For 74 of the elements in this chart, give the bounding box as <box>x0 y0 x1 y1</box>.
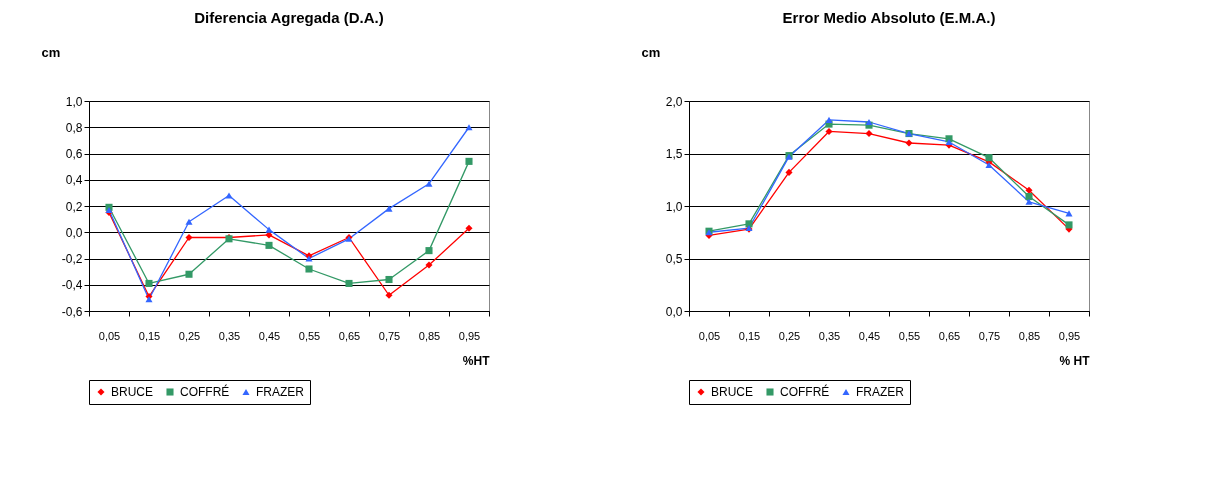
y-tick-label: 0,8 <box>65 120 83 135</box>
point <box>1025 186 1033 194</box>
y-tick-label: 0,5 <box>665 252 683 266</box>
x-tick-label: 0,05 <box>98 329 121 342</box>
x-tick-label: 0,45 <box>258 329 281 342</box>
point <box>1065 221 1073 229</box>
legend-label: FRAZER <box>256 385 305 399</box>
y-axis-title: cm <box>41 44 61 60</box>
point <box>425 180 433 187</box>
point <box>385 291 393 299</box>
x-tick-label: 0,95 <box>458 329 481 342</box>
x-tick-label: 0,65 <box>938 329 961 342</box>
chart-title: Diferencia Agregada (D.A.) <box>194 9 384 26</box>
legend-label: BRUCE <box>711 385 754 399</box>
point <box>345 279 353 287</box>
point <box>465 157 473 165</box>
point <box>825 116 833 123</box>
legend-label: COFFRÉ <box>780 384 830 399</box>
point <box>265 226 273 233</box>
legend-label: FRAZER <box>856 385 905 399</box>
y-tick-label: -0,6 <box>61 304 83 319</box>
point <box>985 154 993 162</box>
chart-title: Error Medio Absoluto (E.M.A.) <box>782 9 996 26</box>
x-tick-label: 0,65 <box>338 329 361 342</box>
y-tick-label: -0,2 <box>61 252 83 266</box>
y-tick-label: 0,4 <box>65 173 83 188</box>
y-tick-label: 1,0 <box>665 199 683 214</box>
y-tick-label: 0,6 <box>65 147 83 161</box>
point <box>385 205 393 212</box>
point <box>225 192 233 199</box>
y-tick-label: 1,0 <box>65 94 83 109</box>
point <box>425 247 433 255</box>
x-tick-label: 0,75 <box>978 329 1001 342</box>
y-tick-label: 0,2 <box>65 199 83 214</box>
point <box>785 168 793 176</box>
point <box>305 265 313 273</box>
point <box>145 279 153 287</box>
point <box>185 233 193 242</box>
x-tick-label: 0,85 <box>418 329 441 342</box>
x-tick-label: 0,85 <box>1018 329 1041 342</box>
y-tick-label: 0,0 <box>65 225 83 240</box>
y-axis-title: cm <box>641 44 661 60</box>
x-tick-label: 0,25 <box>178 329 201 342</box>
point <box>1025 198 1033 205</box>
legend-label: COFFRÉ <box>180 384 230 399</box>
x-axis-title: %HT <box>462 353 491 368</box>
point <box>385 275 393 284</box>
x-tick-label: 0,15 <box>138 329 161 342</box>
y-tick-label: 2,0 <box>665 94 683 109</box>
point <box>865 130 873 138</box>
y-tick-label: 1,5 <box>665 147 683 161</box>
y-tick-label: -0,4 <box>61 278 83 293</box>
x-tick-label: 0,35 <box>818 329 841 342</box>
legend-label: BRUCE <box>111 385 154 399</box>
x-tick-label: 0,45 <box>858 329 881 342</box>
point <box>905 139 913 147</box>
point <box>185 270 193 278</box>
point <box>185 218 193 225</box>
point <box>425 261 433 269</box>
x-tick-label: 0,25 <box>778 329 801 342</box>
x-axis-title: % HT <box>1059 353 1091 368</box>
point <box>465 224 473 232</box>
point <box>265 241 273 249</box>
x-tick-label: 0,55 <box>298 329 321 342</box>
point <box>1025 193 1033 201</box>
x-tick-label: 0,55 <box>898 329 921 342</box>
x-tick-label: 0,35 <box>218 329 241 342</box>
point <box>825 127 833 135</box>
x-tick-label: 0,75 <box>378 329 401 342</box>
x-tick-label: 0,15 <box>738 329 761 342</box>
x-tick-label: 0,05 <box>698 329 721 342</box>
x-tick-label: 0,95 <box>1058 329 1081 342</box>
y-tick-label: 0,0 <box>665 304 683 319</box>
point <box>745 220 753 228</box>
